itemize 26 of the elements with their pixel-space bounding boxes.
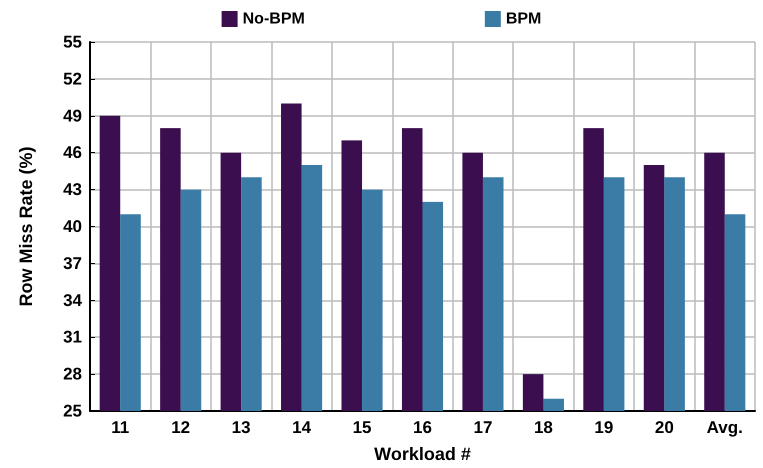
x-tick-label: 18 (534, 418, 553, 437)
y-tick-label: 37 (63, 254, 82, 273)
y-tick-label: 34 (63, 290, 83, 310)
x-tick-label: 19 (594, 418, 614, 437)
legend-label: BPM (506, 10, 542, 28)
y-tick-label: 55 (63, 32, 82, 52)
y-axis-title: Row Miss Rate (%) (16, 146, 36, 307)
y-tick-label: 49 (63, 106, 82, 126)
x-tick-label: 14 (292, 418, 312, 437)
x-tick-label: 13 (232, 418, 251, 437)
x-axis-title: Workload # (374, 444, 471, 464)
y-tick-label: 28 (63, 364, 82, 384)
x-tick-label: 11 (111, 418, 130, 437)
x-tick-label: 17 (473, 418, 492, 437)
x-tick-label: Avg. (706, 418, 743, 437)
y-tick-label: 40 (63, 217, 82, 236)
y-tick-label: 31 (63, 328, 82, 347)
x-tick-label: 20 (654, 418, 674, 437)
x-tick-label: 16 (413, 418, 432, 437)
legend-label: No-BPM (242, 10, 305, 28)
y-tick-label: 25 (63, 402, 82, 420)
x-tick-label: 12 (171, 418, 190, 437)
y-tick-label: 52 (63, 69, 82, 88)
y-tick-label: 43 (63, 180, 82, 200)
y-tick-label: 46 (63, 143, 82, 162)
x-tick-label: 15 (352, 418, 372, 437)
